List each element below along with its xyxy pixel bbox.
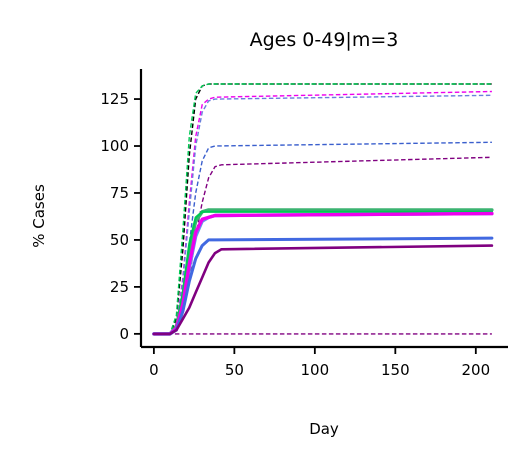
x-tick-label: 150	[381, 361, 410, 379]
y-tick-label: 100	[100, 137, 129, 155]
series-line-2	[153, 83, 492, 335]
x-tick-label: 50	[225, 361, 244, 379]
chart-title: Ages 0-49|m=3	[250, 29, 399, 51]
y-axis-label: % Cases	[30, 184, 48, 248]
y-tick-label: 75	[110, 184, 129, 202]
y-tick-label: 25	[110, 278, 129, 296]
series-layer	[152, 83, 494, 336]
series-line-13	[152, 244, 494, 336]
x-tick-label: 100	[301, 361, 330, 379]
y-tick-label: 50	[110, 231, 129, 249]
x-axis-label: Day	[309, 420, 339, 438]
x-tick-label: 0	[149, 361, 159, 379]
x-tick-label: 200	[461, 361, 490, 379]
axes-layer: 0 50 100 150 200 0 25 50 75 100 125	[100, 69, 508, 379]
y-tick-label: 0	[119, 325, 129, 343]
y-tick-label: 125	[100, 90, 129, 108]
